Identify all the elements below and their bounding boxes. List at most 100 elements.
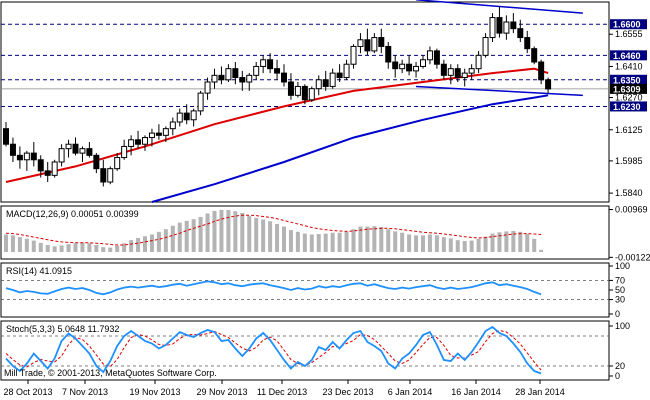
candle-bull: [58, 148, 65, 163]
macd-bar: [358, 226, 363, 252]
candle-bear: [531, 48, 538, 63]
candle-bull: [357, 39, 364, 47]
stoch-title: Stoch(5,3,3) 5.0648 11.7932: [6, 324, 119, 334]
level-tag-label: 1.6230: [613, 102, 641, 112]
macd-bar: [59, 245, 64, 252]
candle-bear: [155, 132, 162, 136]
macd-title: MACD(12,26,9) 0.00051 0.00399: [6, 209, 139, 219]
macd-bar: [4, 234, 8, 252]
macd-bar: [163, 229, 168, 252]
macd-bar: [31, 240, 36, 252]
stoch-axis: 100 200: [609, 321, 630, 381]
candle-bear: [496, 17, 503, 34]
macd-bar: [365, 226, 370, 252]
level-tag-label: 1.6600: [613, 20, 641, 30]
candle-bear: [406, 63, 413, 72]
candle-bull: [294, 85, 301, 96]
macd-bar: [17, 237, 22, 252]
candlesticks: [3, 6, 552, 187]
channel-lower-line: [416, 85, 583, 97]
macd-bar: [170, 225, 175, 252]
macd-bar: [302, 233, 307, 252]
candle-bull: [308, 88, 315, 101]
macd-bar: [233, 211, 238, 252]
macd-bar: [525, 234, 530, 252]
stoch-main-line: [5, 325, 542, 375]
candle-bear: [30, 152, 37, 161]
candle-bear: [267, 59, 274, 70]
macd-bar: [539, 249, 544, 252]
candle-bear: [37, 159, 44, 172]
level-tag: [610, 50, 647, 61]
candle-bear: [364, 39, 371, 52]
macd-content: [4, 209, 544, 252]
time-tick-label: 16 Jan 2014: [451, 387, 501, 397]
level-tag: [610, 19, 647, 30]
macd-bar: [80, 242, 85, 252]
macd-bar: [136, 237, 141, 252]
macd-bar: [198, 216, 203, 252]
macd-bar: [504, 231, 509, 252]
osc-tick-label: 50: [615, 285, 625, 295]
price-tick-label: 1.5840: [615, 188, 643, 198]
macd-bar: [73, 243, 78, 252]
level-tag: [610, 74, 647, 85]
candle-bull: [447, 68, 454, 76]
macd-bar: [226, 209, 231, 252]
candle-bear: [135, 139, 142, 145]
macd-bar: [372, 226, 377, 252]
candle-bear: [336, 72, 343, 79]
price-tick-label: 1.6555: [615, 29, 643, 39]
candle-bear: [9, 143, 16, 156]
macd-bar: [24, 238, 29, 252]
candle-bear: [274, 68, 281, 74]
macd-bar: [261, 219, 266, 252]
macd-bar: [462, 241, 467, 252]
candle-bear: [510, 21, 517, 30]
candle-bear: [433, 50, 440, 65]
price-panel: 1.6600 1.6460 1.6350 1.6230 1.5840 1.5985 1.61…: [0, 0, 647, 203]
candle-bull: [190, 110, 197, 121]
osc-tick-label: 100: [615, 261, 630, 271]
macd-bar: [295, 231, 300, 252]
macd-bar: [518, 231, 523, 252]
macd-bar: [212, 210, 217, 252]
candle-bear: [392, 61, 399, 70]
osc-tick-label: 100: [615, 321, 630, 331]
candle-bull: [426, 50, 433, 61]
macd-signal-line: [5, 214, 542, 246]
price-tick-label: 1.5985: [615, 156, 643, 166]
candle-bear: [281, 72, 287, 83]
macd-bar: [275, 223, 280, 252]
candle-bull: [350, 45, 357, 65]
candle-bull: [468, 68, 475, 74]
macd-bar: [219, 209, 224, 252]
macd-bar: [323, 233, 328, 252]
time-tick-label: 7 Nov 2013: [62, 387, 108, 397]
candle-bear: [517, 28, 524, 39]
macd-bar: [108, 247, 113, 252]
stoch-panel-border: [0, 320, 610, 381]
macd-bar: [149, 234, 154, 252]
candle-bear: [287, 81, 294, 96]
candle-bull: [420, 59, 426, 67]
candle-bull: [121, 145, 128, 159]
macd-axis: 0.00969 -0.00122: [609, 205, 650, 262]
osc-tick-label: 0: [615, 309, 620, 319]
macd-bar: [386, 229, 391, 252]
candle-bull: [413, 65, 420, 72]
candle-bear: [183, 112, 190, 121]
macd-bar: [532, 238, 537, 252]
macd-bar: [66, 244, 71, 252]
candle-bull: [315, 79, 322, 90]
candle-bull: [65, 143, 72, 150]
candle-bull: [489, 17, 496, 39]
macd-bar: [337, 232, 342, 252]
candle-bear: [545, 79, 552, 90]
candle-bull: [225, 68, 232, 81]
candle-bear: [239, 77, 246, 83]
candle-bull: [475, 54, 482, 70]
macd-bar: [511, 230, 516, 252]
